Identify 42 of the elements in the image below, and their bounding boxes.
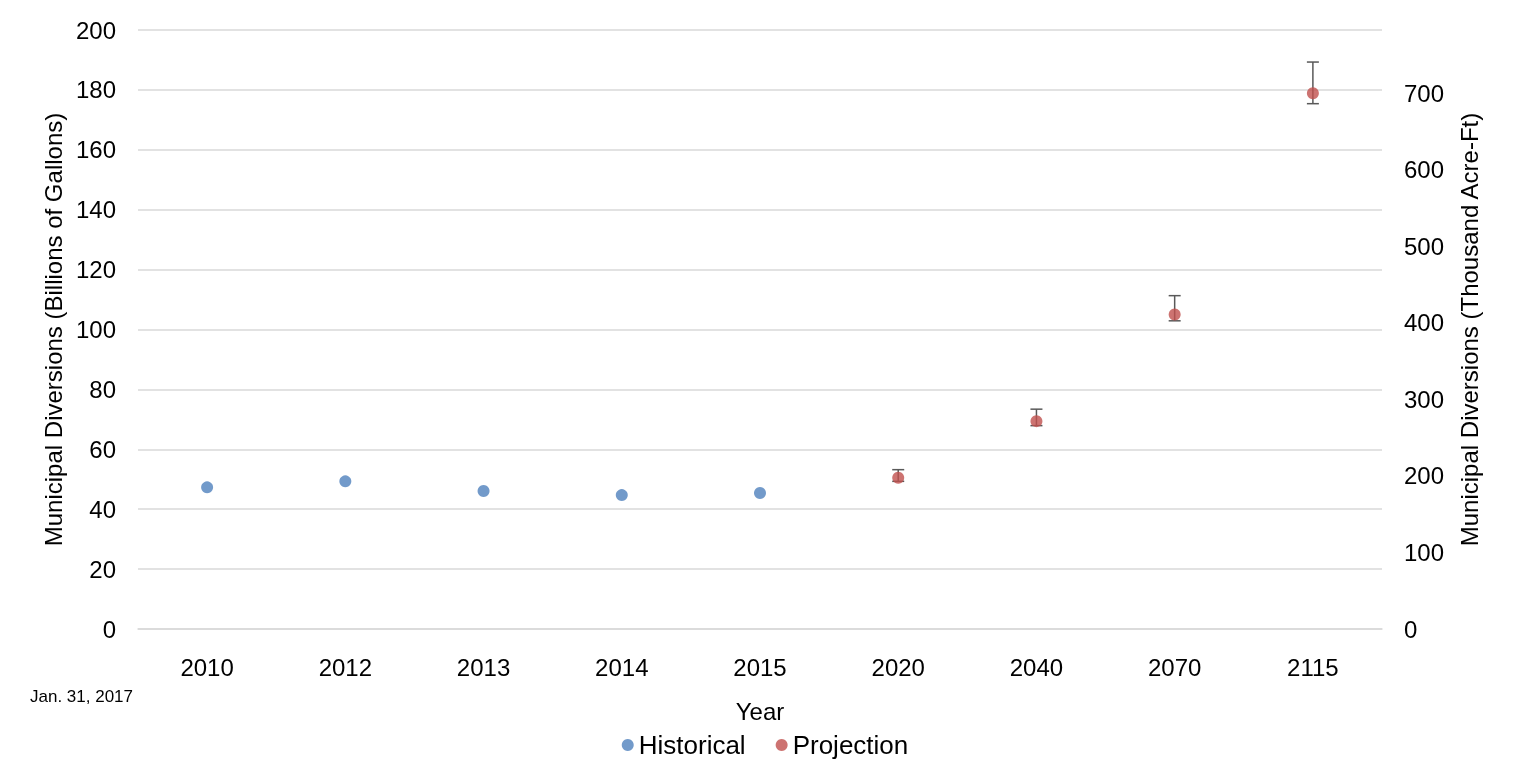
y2-tick-label: 300 bbox=[1404, 386, 1445, 413]
legend-label: Historical bbox=[638, 730, 746, 760]
point bbox=[1168, 308, 1181, 321]
x-tick-label: 2020 bbox=[871, 653, 925, 681]
point bbox=[754, 487, 766, 500]
y2-tick-label: 600 bbox=[1404, 156, 1445, 184]
y-tick-label: 40 bbox=[89, 495, 116, 523]
y-tick-label: 0 bbox=[102, 615, 116, 643]
y2-tick-label: 100 bbox=[1404, 539, 1445, 566]
y-tick-label: 160 bbox=[75, 136, 116, 164]
y2-tick-label: 400 bbox=[1404, 309, 1445, 337]
legend-label: Projection bbox=[792, 730, 909, 760]
x-tick-label: 2013 bbox=[456, 653, 511, 681]
y-tick-label: 200 bbox=[75, 16, 116, 44]
x-tick-label: 2014 bbox=[595, 653, 649, 681]
x-tick-label: 2015 bbox=[733, 653, 787, 681]
y2-axis-title: Municipal Diversions (Thousand Acre-Ft) bbox=[1455, 112, 1483, 547]
y-tick-label: 120 bbox=[75, 256, 116, 284]
y-tick-label: 140 bbox=[75, 196, 116, 224]
y2-tick-label: 700 bbox=[1404, 80, 1445, 107]
y-tick-label: 20 bbox=[89, 555, 116, 583]
text: Jan. 31, 2017 bbox=[30, 687, 134, 706]
point bbox=[1030, 415, 1043, 428]
x-tick-label: 2040 bbox=[1009, 653, 1064, 681]
y2-tick-label: 0 bbox=[1404, 615, 1418, 643]
x-axis-title: Year bbox=[735, 697, 785, 725]
x-tick-label: 2012 bbox=[318, 653, 373, 681]
y2-tick-label: 200 bbox=[1404, 462, 1445, 490]
y-tick-label: 80 bbox=[89, 375, 116, 403]
y-tick-label: 180 bbox=[75, 76, 116, 104]
x-tick-label: 2070 bbox=[1147, 653, 1202, 681]
point bbox=[615, 489, 628, 502]
y2-tick-label: 500 bbox=[1404, 233, 1445, 260]
point bbox=[339, 475, 352, 488]
y-tick-label: 100 bbox=[75, 316, 116, 343]
point bbox=[1306, 87, 1319, 100]
point bbox=[477, 484, 490, 497]
point bbox=[201, 481, 214, 494]
x-tick-label: 2115 bbox=[1287, 653, 1339, 681]
x-tick-label: 2010 bbox=[180, 653, 234, 681]
y-axis-title: Municipal Diversions (Billions of Gallons) bbox=[39, 112, 67, 547]
y-tick-label: 60 bbox=[89, 435, 116, 463]
